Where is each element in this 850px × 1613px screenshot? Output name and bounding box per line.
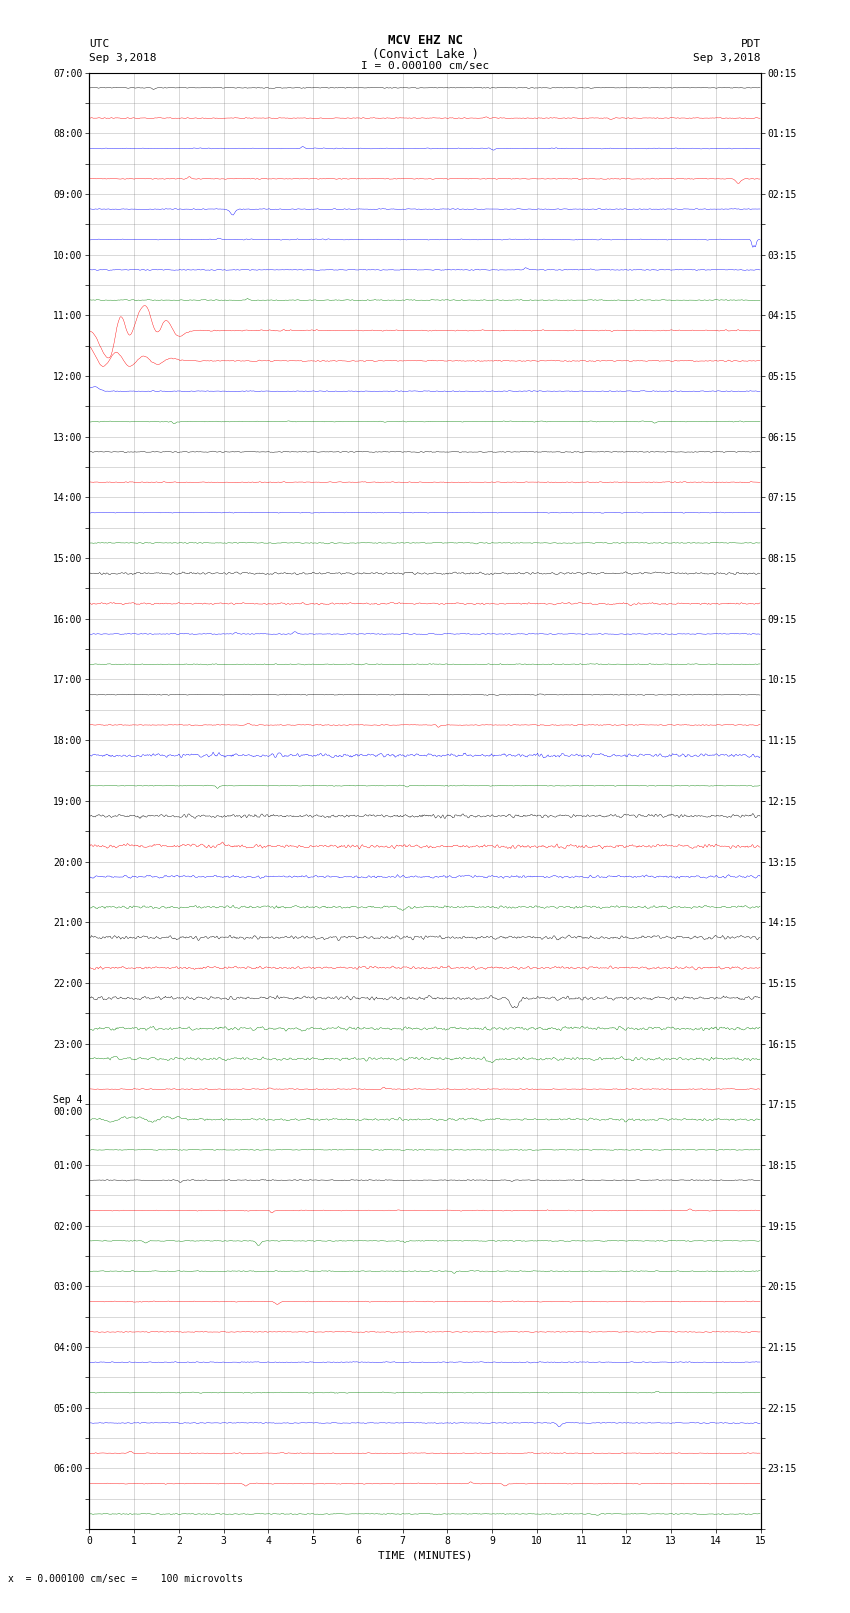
- Text: PDT: PDT: [740, 39, 761, 48]
- Text: x  = 0.000100 cm/sec =    100 microvolts: x = 0.000100 cm/sec = 100 microvolts: [8, 1574, 243, 1584]
- Text: I = 0.000100 cm/sec: I = 0.000100 cm/sec: [361, 61, 489, 71]
- Text: Sep 3,2018: Sep 3,2018: [89, 53, 156, 63]
- Text: Sep 3,2018: Sep 3,2018: [694, 53, 761, 63]
- X-axis label: TIME (MINUTES): TIME (MINUTES): [377, 1550, 473, 1560]
- Text: MCV EHZ NC: MCV EHZ NC: [388, 34, 462, 47]
- Text: (Convict Lake ): (Convict Lake ): [371, 48, 479, 61]
- Text: UTC: UTC: [89, 39, 110, 48]
